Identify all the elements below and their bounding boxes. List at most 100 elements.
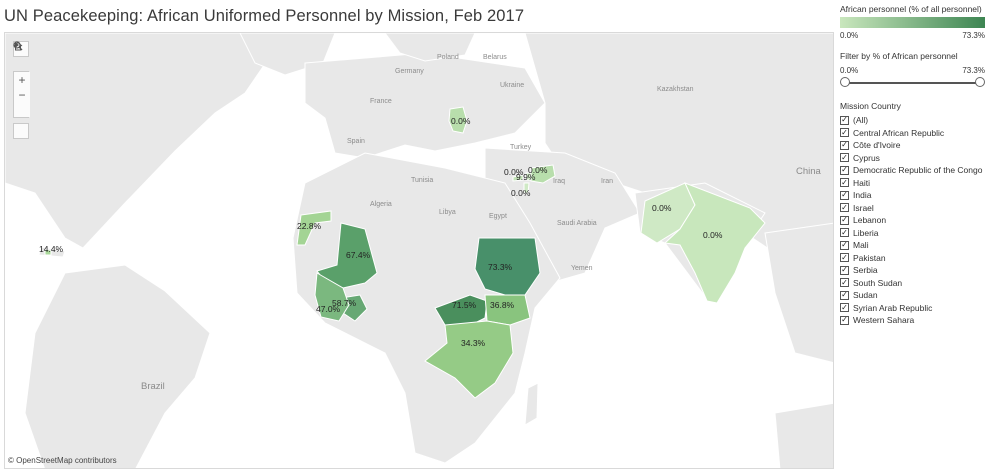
region-western-sahara — [296, 210, 332, 246]
mission-country-item[interactable]: ✓ Israel — [840, 202, 998, 215]
region-haiti — [44, 249, 52, 256]
label-yemen: Yemen — [571, 265, 593, 272]
value-label-liberia: 58.7% — [332, 298, 357, 308]
value-label-south-sudan: 36.8% — [490, 300, 515, 310]
label-algeria: Algeria — [370, 201, 392, 208]
slider-track — [844, 82, 981, 84]
mission-country-item[interactable]: ✓ Côte d'Ivoire — [840, 139, 998, 152]
checkbox[interactable]: ✓ — [840, 202, 849, 213]
checkbox[interactable]: ✓ — [840, 140, 849, 150]
value-label-serbia: 0.0% — [451, 116, 471, 126]
region-drc — [424, 320, 514, 399]
legend-min: 0.0% — [840, 31, 859, 40]
checkbox[interactable]: ✓ — [840, 215, 849, 225]
label-belarus: Belarus — [483, 54, 507, 61]
zoom-in-button[interactable]: + — [14, 72, 30, 87]
page-title: UN Peacekeeping: African Uniformed Perso… — [4, 7, 525, 25]
play-icon[interactable] — [13, 42, 29, 139]
checkbox[interactable]: ✓ — [840, 290, 849, 300]
land-north-america — [5, 33, 268, 249]
checkbox[interactable]: ✓ — [840, 227, 849, 238]
mission-country-item[interactable]: ✓ Democratic Republic of the Congo — [840, 164, 998, 177]
checkbox[interactable]: ✓ — [840, 265, 849, 275]
mission-country-item[interactable]: ✓ Serbia — [840, 264, 998, 277]
label-libya: Libya — [439, 209, 456, 216]
region-serbia — [448, 106, 468, 134]
map-attribution[interactable]: © OpenStreetMap contributors — [8, 456, 117, 465]
mission-country-item[interactable]: ✓ Liberia — [840, 227, 998, 240]
value-label-sudan: 73.3% — [488, 262, 513, 272]
mission-country-item[interactable]: ✓ Western Sahara — [840, 314, 998, 327]
range-slider[interactable] — [840, 77, 985, 89]
checkbox[interactable]: ✓ — [840, 165, 849, 175]
mission-country-item[interactable]: ✓ Sudan — [840, 289, 998, 302]
land-southeast-asia — [764, 222, 833, 364]
value-label-syria: 0.0% — [528, 165, 548, 175]
mission-country-item[interactable]: ✓ Haiti — [840, 177, 998, 190]
mission-country-label: Liberia — [853, 227, 879, 238]
value-label-pakistan: 0.0% — [652, 203, 672, 213]
mission-country-item[interactable]: ✓ Pakistan — [840, 252, 998, 265]
world-map[interactable]: Germany Belarus Poland Ukraine France Ka… — [5, 33, 834, 469]
mission-country-item[interactable]: ✓ Cyprus — [840, 152, 998, 165]
label-germany: Germany — [395, 68, 424, 75]
mission-country-item[interactable]: ✓ Syrian Arab Republic — [840, 302, 998, 315]
mission-country-label: Sudan — [853, 290, 878, 301]
value-label-cyprus: 9.9% — [516, 172, 536, 182]
land-australia — [774, 402, 833, 468]
filter-max: 73.3% — [962, 66, 985, 75]
map-view[interactable]: Germany Belarus Poland Ukraine France Ka… — [4, 32, 834, 469]
mission-layer[interactable] — [44, 106, 766, 399]
label-iran: Iran — [601, 178, 613, 185]
value-label-car: 71.5% — [452, 300, 477, 310]
value-label-india: 0.0% — [703, 230, 723, 240]
checkbox[interactable]: ✓ — [840, 190, 849, 200]
region-lebanon — [525, 172, 532, 181]
checkbox[interactable]: ✓ — [840, 127, 849, 138]
mission-country-item[interactable]: ✓ Lebanon — [840, 214, 998, 227]
checkbox[interactable]: ✓ — [840, 115, 849, 125]
mission-country-label: Pakistan — [853, 252, 886, 263]
label-china: China — [796, 166, 822, 177]
checkbox[interactable]: ✓ — [840, 240, 849, 250]
mission-country-label: Lebanon — [853, 215, 887, 226]
legend-max: 73.3% — [962, 31, 985, 40]
mission-country-label: Mali — [853, 240, 869, 251]
checkbox[interactable]: ✓ — [840, 152, 849, 163]
mission-country-label: Serbia — [853, 265, 878, 276]
mission-country-item[interactable]: ✓ South Sudan — [840, 277, 998, 290]
mission-country-item[interactable]: ✓ (All) — [840, 114, 998, 127]
value-label-haiti: 14.4% — [39, 244, 64, 254]
mission-country-label: Haiti — [853, 177, 871, 188]
checkbox[interactable]: ✓ — [840, 177, 849, 188]
mission-country-title: Mission Country — [840, 101, 901, 111]
label-tunisia: Tunisia — [411, 177, 433, 184]
legend-range: 0.0% 73.3% — [840, 31, 985, 40]
checkbox[interactable]: ✓ — [840, 315, 849, 325]
mission-country-label: India — [853, 190, 872, 201]
label-saudi-arabia: Saudi Arabia — [557, 220, 597, 227]
slider-handle-min[interactable] — [840, 77, 850, 87]
mission-country-label: (All) — [853, 115, 869, 126]
mission-country-item[interactable]: ✓ Mali — [840, 239, 998, 252]
land-south-america — [24, 264, 211, 468]
checkbox[interactable]: ✓ — [840, 277, 849, 288]
label-egypt: Egypt — [489, 213, 507, 220]
mission-country-label: Côte d'Ivoire — [853, 140, 901, 151]
slider-handle-max[interactable] — [975, 77, 985, 87]
value-label-drc: 34.3% — [461, 338, 486, 348]
checkbox[interactable]: ✓ — [840, 302, 849, 313]
checkbox[interactable]: ✓ — [840, 252, 849, 263]
filter-min: 0.0% — [840, 66, 859, 75]
region-india — [663, 182, 766, 304]
zoom-out-button[interactable]: − — [14, 87, 30, 102]
value-label-mali: 67.4% — [346, 250, 371, 260]
label-ukraine: Ukraine — [500, 82, 524, 89]
value-label-israel: 0.0% — [511, 188, 531, 198]
mission-country-item[interactable]: ✓ India — [840, 189, 998, 202]
value-label-lebanon: 0.0% — [504, 167, 524, 177]
side-panel: African personnel (% of all personnel) 0… — [840, 4, 998, 327]
home-icon[interactable] — [13, 41, 30, 117]
legend-title: African personnel (% of all personnel) — [840, 4, 982, 14]
mission-country-item[interactable]: ✓ Central African Republic — [840, 127, 998, 140]
